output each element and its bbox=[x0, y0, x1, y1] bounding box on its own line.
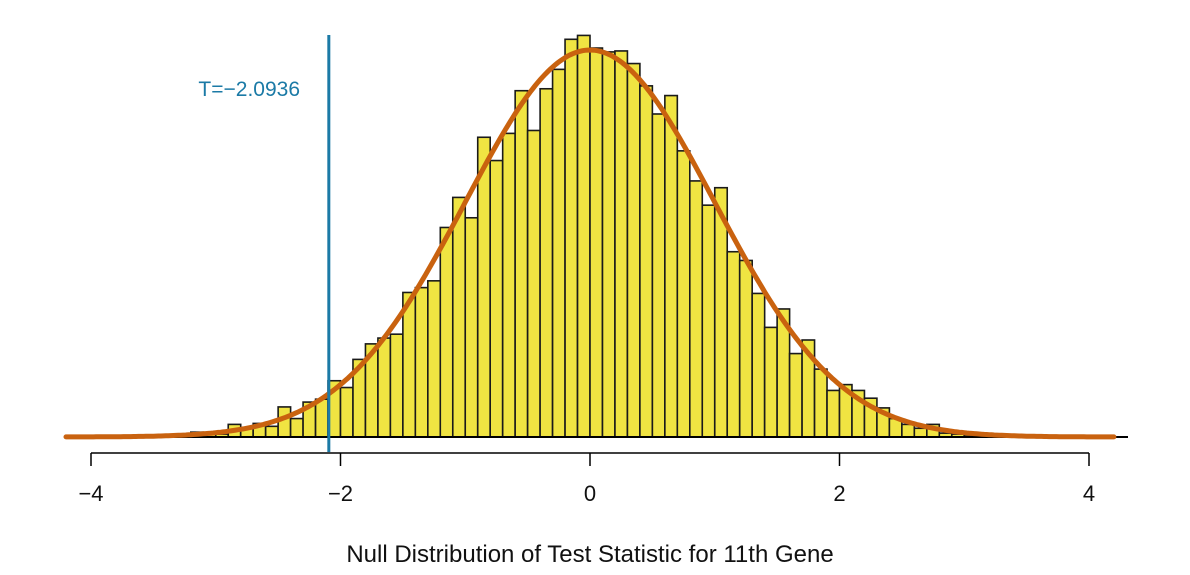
histogram-bar bbox=[314, 398, 329, 438]
histogram-bar bbox=[614, 50, 629, 438]
histogram-bar bbox=[526, 129, 541, 438]
histogram-bar bbox=[377, 337, 392, 438]
histogram-bars bbox=[152, 34, 1015, 438]
reference-label: T=−2.0936 bbox=[198, 78, 300, 101]
histogram-bar bbox=[589, 47, 604, 438]
histogram-bar bbox=[539, 87, 554, 438]
x-tick-label: 4 bbox=[1083, 481, 1095, 506]
histogram-bar bbox=[489, 159, 504, 438]
histogram-bar bbox=[451, 196, 467, 438]
histogram-bar bbox=[289, 417, 304, 438]
histogram-bar bbox=[427, 280, 442, 438]
histogram-bar bbox=[414, 286, 429, 438]
histogram-bar bbox=[464, 216, 479, 438]
histogram-bar bbox=[676, 150, 691, 438]
histogram-bar bbox=[751, 292, 766, 438]
x-tick-label: 0 bbox=[584, 481, 596, 506]
histogram-bar bbox=[551, 68, 566, 438]
histogram-bar bbox=[701, 204, 716, 438]
histogram-bar bbox=[651, 113, 666, 438]
histogram-bar bbox=[901, 423, 916, 438]
histogram-bar bbox=[501, 132, 516, 438]
histogram-bar bbox=[738, 259, 753, 438]
x-tick-label: −2 bbox=[328, 481, 353, 506]
histogram-bar bbox=[763, 326, 778, 438]
histogram-bar bbox=[639, 85, 654, 438]
x-axis: −4 −2 0 2 4 bbox=[78, 452, 1095, 506]
histogram-bar bbox=[402, 291, 417, 438]
histogram-bar bbox=[626, 62, 641, 438]
x-tick-label: −4 bbox=[78, 481, 103, 506]
histogram-bar bbox=[826, 389, 841, 438]
histogram-bar bbox=[813, 368, 828, 438]
histogram-bar bbox=[913, 427, 928, 438]
histogram-bar bbox=[688, 180, 704, 438]
histogram-bar bbox=[389, 333, 404, 438]
x-axis-label: Null Distribution of Test Statistic for … bbox=[346, 541, 833, 568]
histogram-bar bbox=[339, 386, 354, 438]
histogram-bar bbox=[576, 34, 591, 438]
histogram-bar bbox=[514, 89, 529, 438]
histogram-bar bbox=[264, 425, 279, 438]
histogram-bar bbox=[476, 136, 492, 438]
histogram-bar bbox=[664, 94, 679, 438]
density-curve bbox=[63, 47, 1117, 440]
histogram-bar bbox=[601, 51, 616, 438]
histogram-bar bbox=[726, 250, 741, 438]
histogram-bar bbox=[439, 226, 454, 438]
histogram-bar bbox=[788, 352, 803, 438]
histogram-bar bbox=[564, 38, 579, 438]
x-tick-label: 2 bbox=[833, 481, 845, 506]
